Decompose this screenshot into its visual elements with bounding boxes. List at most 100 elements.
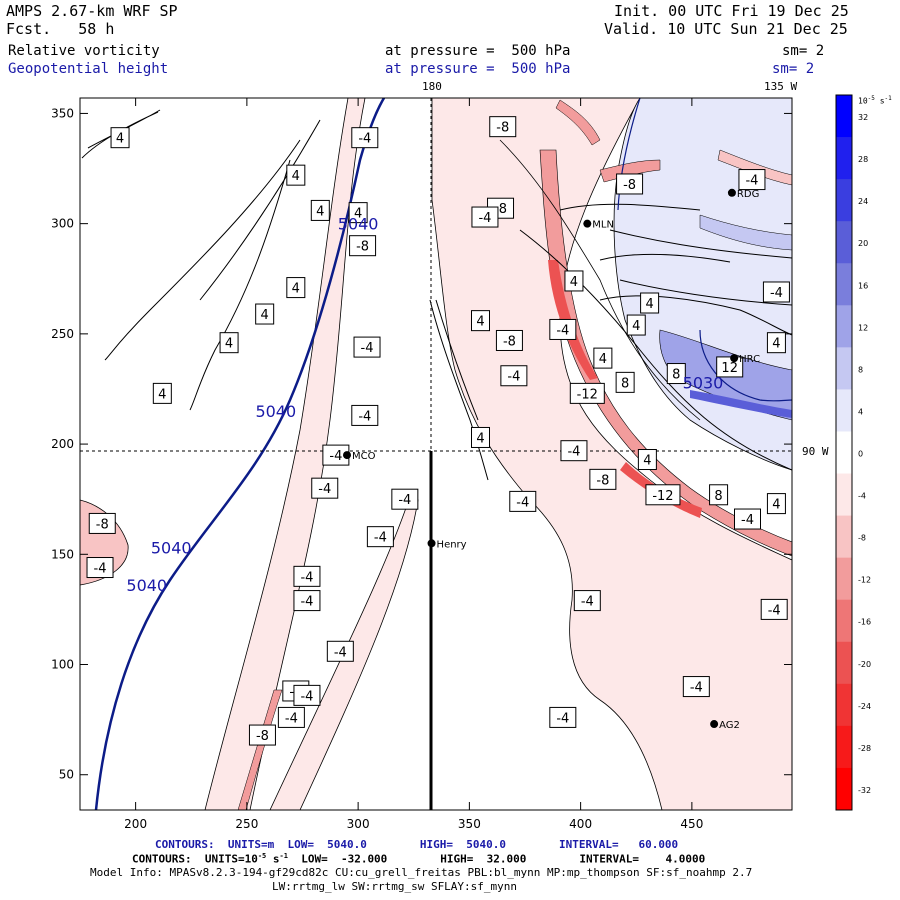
- vorticity-contour-label: -4: [311, 477, 339, 499]
- svg-text:-8: -8: [503, 334, 516, 349]
- model-title: AMPS 2.67-km WRF SP: [6, 2, 178, 20]
- svg-text:-4: -4: [358, 132, 371, 147]
- station-marker: HRC: [730, 354, 760, 365]
- station-marker: MCO: [343, 451, 376, 462]
- init-time: Init. 00 UTC Fri 19 Dec 25: [614, 2, 849, 20]
- vorticity-contour-label: 12: [716, 356, 744, 378]
- meridian-135w-label: 135 W: [764, 80, 798, 93]
- y-tick-label: 50: [59, 768, 74, 782]
- colorbar-label: 8: [858, 365, 863, 374]
- colorbar-unit: 10-5 s-1: [858, 95, 892, 106]
- svg-text:4: 4: [570, 275, 578, 290]
- vorticity-contour-label: -4: [738, 169, 766, 191]
- svg-text:-4: -4: [581, 595, 594, 610]
- vorticity-contour-label: 4: [255, 303, 275, 325]
- neg-vorticity-band-west-core: [237, 689, 283, 810]
- station-label: MCO: [352, 451, 376, 462]
- vorticity-contour-label: -4: [734, 508, 761, 530]
- height-contour-5040-east: [617, 98, 792, 402]
- x-tick-label: 300: [347, 817, 370, 831]
- svg-text:4: 4: [316, 204, 324, 219]
- vorticity-contour-label: -12: [569, 382, 605, 404]
- colorbar-segment: [836, 767, 852, 811]
- svg-text:-4: -4: [741, 513, 754, 528]
- colorbar-segment: [836, 305, 852, 348]
- vorticity-contour-label: -8: [495, 329, 523, 351]
- svg-text:-4: -4: [318, 482, 331, 497]
- y-tick-label: 150: [51, 547, 74, 561]
- height-contour-5040-west: [94, 98, 386, 810]
- svg-text:4: 4: [476, 315, 484, 330]
- svg-text:4: 4: [643, 454, 651, 469]
- neg-vorticity-band-center: [269, 489, 419, 810]
- svg-text:-4: -4: [374, 531, 387, 546]
- vorticity-contour-label: -4: [682, 676, 710, 698]
- vorticity-contour-label: -4: [560, 440, 588, 462]
- meridian-180-label: 180: [422, 80, 442, 93]
- svg-text:-12: -12: [652, 489, 673, 504]
- y-tick-label: 200: [51, 437, 74, 451]
- svg-text:-4: -4: [567, 445, 580, 460]
- station-label: RDG: [737, 189, 759, 200]
- station-label: HRC: [739, 354, 760, 365]
- height-contour-label: 5040: [126, 576, 167, 595]
- contour-info-vorticity: CONTOURS: UNITS=10-5 s-1 LOW= -32.000 HI…: [132, 852, 706, 866]
- svg-text:-4: -4: [358, 409, 371, 424]
- y-tick-label: 100: [51, 658, 74, 672]
- svg-text:-4: -4: [507, 370, 520, 385]
- field2-name: Geopotential height: [8, 61, 169, 77]
- station-marker: RDG: [727, 188, 759, 200]
- y-tick-label: 300: [51, 217, 74, 231]
- colorbar-label: 20: [858, 239, 868, 248]
- svg-text:-4: -4: [398, 493, 411, 508]
- svg-text:-4: -4: [556, 323, 569, 338]
- forecast-hour: Fcst. 58 h: [6, 20, 115, 38]
- vorticity-contour-label: 4: [626, 314, 646, 336]
- colorbar-segment: [836, 389, 852, 432]
- svg-text:-4: -4: [300, 689, 313, 704]
- colorbar-frame: [835, 94, 853, 811]
- vorticity-contour-label: -4: [86, 557, 114, 579]
- station-label: Henry: [437, 539, 467, 550]
- svg-text:-8: -8: [623, 178, 636, 193]
- vorticity-contour-label: 4: [766, 332, 786, 354]
- svg-text:-8: -8: [496, 121, 509, 136]
- vorticity-contour-label: -4: [293, 684, 321, 706]
- svg-text:-4: -4: [556, 711, 569, 726]
- vorticity-contour-label: -4: [762, 281, 790, 303]
- x-tick-label: 400: [569, 817, 592, 831]
- svg-text:-4: -4: [300, 595, 313, 610]
- svg-text:4: 4: [772, 337, 780, 352]
- vorticity-contour-label: 4: [110, 127, 130, 149]
- colorbar-segment: [836, 683, 852, 727]
- vorticity-contour-label: 8: [709, 484, 729, 506]
- colorbar-segment: [836, 137, 852, 180]
- vorticity-contour-label: -4: [351, 127, 379, 149]
- vorticity-contour-label: 4: [152, 382, 172, 404]
- vorticity-contour-label: -4: [366, 526, 394, 548]
- height-contour-label: 5040: [255, 402, 296, 421]
- colorbar-label: 24: [858, 197, 868, 206]
- svg-text:-4: -4: [770, 286, 783, 301]
- colorbar-segment: [836, 599, 852, 643]
- svg-text:-4: -4: [285, 711, 298, 726]
- vorticity-contour-label: 4: [286, 277, 306, 299]
- svg-text:4: 4: [599, 352, 607, 367]
- colorbar-label: -12: [858, 576, 871, 585]
- y-tick-label: 350: [51, 106, 74, 120]
- vorticity-contour-label: 4: [471, 310, 490, 332]
- vorticity-contour-label: 4: [637, 449, 657, 471]
- field1-name: Relative vorticity: [8, 43, 160, 59]
- vorticity-contour-label: -4: [509, 490, 537, 512]
- height-contour-label: 5040: [338, 215, 379, 234]
- svg-text:8: 8: [672, 368, 680, 383]
- strong-neg-vorticity-streak: [539, 149, 792, 557]
- field-shading: [80, 98, 792, 810]
- model-info-line2: LW:rrtmg_lw SW:rrtmg_sw SFLAY:sf_mynn: [272, 880, 518, 893]
- svg-text:4: 4: [158, 387, 166, 402]
- colorbar-segment: [836, 179, 852, 222]
- svg-text:4: 4: [632, 319, 640, 334]
- station-label: MLN: [592, 220, 614, 231]
- vorticity-contour-label: -4: [353, 336, 381, 358]
